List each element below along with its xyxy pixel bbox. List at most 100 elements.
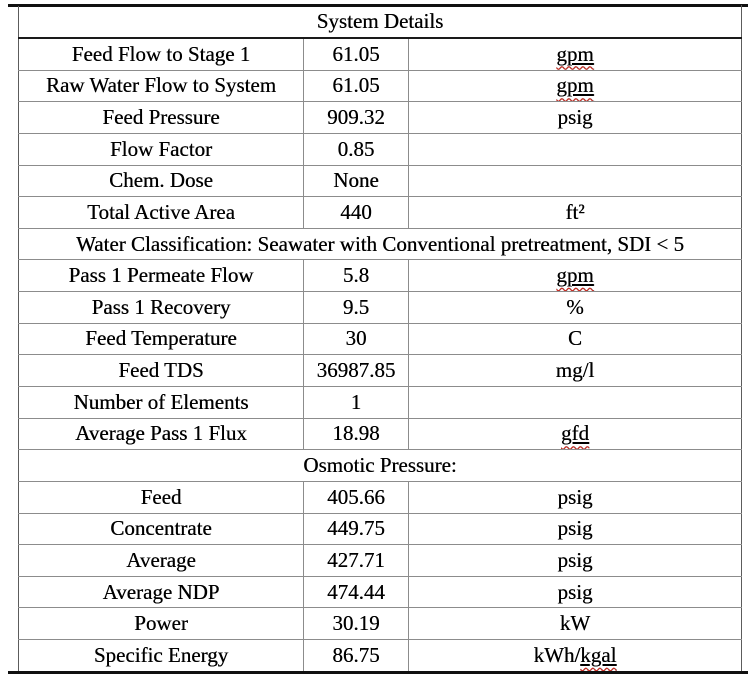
parameter-value: 36987.85 [303,354,409,387]
unit-text: ft² [565,199,585,224]
unit-text: kWh/ [533,643,581,668]
section-row: System Details [18,4,742,39]
unit-misspelled-text: gpm [556,73,594,98]
table-row: Feed Pressure 909.32 psig [18,101,742,134]
parameter-value: 61.05 [303,37,409,71]
table-row: Pass 1 Permeate Flow 5.8 gpm [18,259,742,293]
unit-misspelled-squiggle: gpm [556,73,593,97]
parameter-value: 405.66 [303,480,409,514]
parameter-label: Pass 1 Permeate Flow [18,259,304,293]
parameter-value: 9.5 [303,291,409,324]
table-row: Feed Temperature 30 C [18,322,742,356]
unit-misspelled-squiggle: gpm [556,42,593,66]
parameter-label: Specific Energy [18,639,304,672]
unit-misspelled-text: gpm [556,41,594,66]
unit-misspelled-text: gpm [556,263,594,288]
parameter-label: Pass 1 Recovery [18,291,304,324]
parameter-unit: kW [408,607,742,641]
parameter-value: 86.75 [303,639,409,672]
table-row: Raw Water Flow to System 61.05 gpm [18,69,742,103]
parameter-value: 427.71 [303,544,409,577]
unit-text: psig [557,547,593,572]
section-label: System Details [18,4,742,39]
parameter-value: 61.05 [303,69,409,103]
unit-text: mg/l [555,358,595,383]
parameter-label: Chem. Dose [18,164,304,198]
table-row: Feed 405.66 psig [18,480,742,514]
parameter-unit: C [408,322,742,356]
parameter-value: 474.44 [303,575,409,609]
unit-misspelled-text: gfd [561,421,589,446]
parameter-unit: psig [408,101,742,134]
parameter-unit [408,164,742,198]
table-row: Pass 1 Recovery 9.5% [18,291,742,324]
unit-misspelled-squiggle: gpm [556,263,593,287]
parameter-unit: ft² [408,196,742,229]
parameter-label: Raw Water Flow to System [18,69,304,103]
parameter-label: Number of Elements [18,386,304,419]
parameter-label: Average NDP [18,575,304,609]
parameter-label: Average Pass 1 Flux [18,417,304,451]
table-row: Average Pass 1 Flux 18.98 gfd [18,417,742,451]
parameter-unit: gpm [408,37,742,71]
parameter-label: Flow Factor [18,132,304,166]
unit-misspelled-squiggle: kgal [580,643,616,667]
parameter-unit: psig [408,512,742,546]
table-row: Average NDP 474.44 psig [18,575,742,609]
unit-text: psig [557,105,593,129]
parameter-label: Average [18,544,304,577]
parameter-label: Power [18,607,304,641]
parameter-unit: psig [408,544,742,577]
parameter-unit: kWh/kgal [408,639,742,672]
unit-text: C [567,326,582,351]
parameter-unit: % [408,291,742,324]
parameter-value: 909.32 [303,101,409,134]
parameter-label: Feed Temperature [18,322,304,356]
parameter-unit: gpm [408,259,742,293]
table-row: Flow Factor 0.85 [18,132,742,166]
unit-misspelled-squiggle: gfd [561,421,589,445]
parameter-label: Feed [18,480,304,514]
parameter-value: 440 [303,196,409,229]
parameter-unit: gfd [408,417,742,451]
system-details-table: System Details Feed Flow to Stage 1 61.05 g… [18,4,742,672]
table-row: Number of Elements 1 [18,386,742,419]
parameter-unit: psig [408,480,742,514]
table-row: Total Active Area 440 ft² [18,196,742,229]
table-row: Feed Flow to Stage 1 61.05 gpm [18,37,742,71]
unit-text: % [566,294,584,319]
unit-text: kW [559,611,591,636]
section-row: Osmotic Pressure: [18,449,742,482]
parameter-unit [408,386,742,419]
parameter-unit: mg/l [408,354,742,387]
section-label: Osmotic Pressure: [18,449,742,482]
system-details-table-body: System Details Feed Flow to Stage 1 61.05 g… [18,4,742,672]
parameter-unit [408,132,742,166]
section-row: Water Classification: Seawater with Conv… [18,227,742,261]
table-row: Power 30.19 kW [18,607,742,641]
parameter-label: Concentrate [18,512,304,546]
parameter-label: Feed Flow to Stage 1 [18,37,304,71]
table-row: Concentrate 449.75 psig [18,512,742,546]
parameter-value: 18.98 [303,417,409,451]
parameter-value: 449.75 [303,512,409,546]
table-row: Specific Energy 86.75 kWh/kgal [18,639,742,672]
table-row: Feed TDS 36987.85 mg/l [18,354,742,387]
parameter-unit: psig [408,575,742,609]
unit-text: psig [557,484,593,509]
parameter-value: 30.19 [303,607,409,641]
unit-misspelled-text: kgal [580,643,617,668]
parameter-value: 30 [303,322,409,356]
parameter-label: Feed TDS [18,354,304,387]
parameter-value: 1 [303,386,409,419]
parameter-value: 0.85 [303,132,409,166]
table-bottom-rule [8,671,748,674]
table-row: Chem. Dose None [18,164,742,198]
unit-text: psig [557,579,593,604]
table-row: Average 427.71 psig [18,544,742,577]
parameter-label: Total Active Area [18,196,304,229]
parameter-label: Feed Pressure [18,101,304,134]
parameter-value: None [303,164,409,198]
parameter-unit: gpm [408,69,742,103]
